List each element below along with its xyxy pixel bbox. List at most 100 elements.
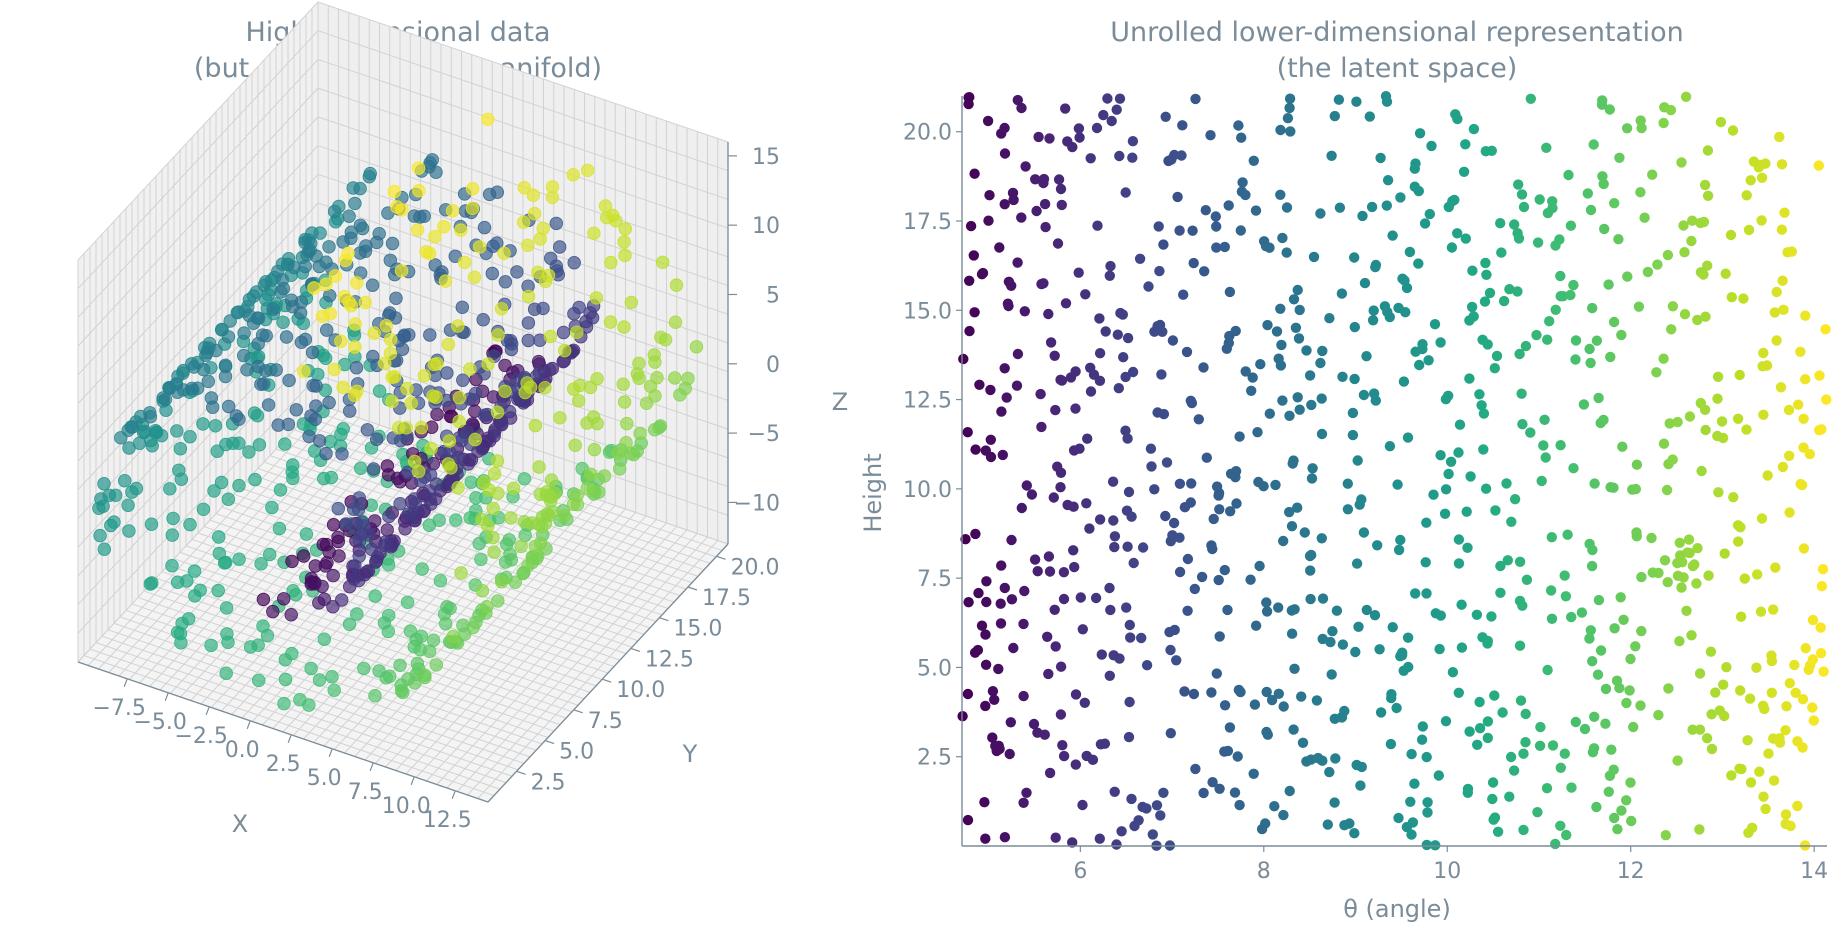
latent-point	[1120, 371, 1131, 383]
manifold-point	[352, 491, 366, 505]
manifold-point	[618, 248, 632, 263]
manifold-point	[260, 628, 275, 643]
manifold-point	[477, 220, 492, 235]
manifold-point	[122, 524, 136, 538]
latent-point	[999, 148, 1011, 159]
latent-point	[1426, 140, 1437, 152]
latent-point	[1270, 479, 1281, 491]
manifold-point	[266, 302, 280, 316]
latent-point	[1134, 253, 1146, 264]
latent-point	[1350, 646, 1361, 658]
latent-point	[1807, 614, 1819, 626]
latent-point	[1514, 595, 1526, 607]
latent-point	[1443, 468, 1454, 480]
x-tick-label: −7.5	[92, 696, 145, 721]
latent-point	[1282, 113, 1294, 124]
manifold-point	[347, 502, 361, 516]
latent-point	[1555, 820, 1566, 831]
latent-point	[1232, 751, 1243, 762]
latent-point	[1762, 470, 1773, 481]
latent-point	[1807, 702, 1818, 713]
manifold-point	[517, 472, 532, 486]
manifold-point	[221, 492, 236, 506]
latent-point	[1559, 748, 1571, 759]
latent-point	[1246, 385, 1257, 396]
latent-point	[1504, 791, 1515, 802]
latent-point	[1288, 294, 1300, 305]
y-tick-label: 17.5	[903, 210, 952, 235]
manifold-point	[689, 340, 704, 354]
latent-point	[1174, 566, 1186, 578]
manifold-point	[279, 330, 294, 344]
latent-point	[1031, 205, 1042, 217]
manifold-point	[256, 592, 271, 607]
latent-point	[1095, 739, 1107, 750]
latent-point	[1663, 683, 1674, 694]
latent-point	[1743, 827, 1754, 838]
manifold-point	[242, 292, 257, 307]
manifold-point	[533, 232, 548, 246]
latent-point	[1608, 316, 1620, 328]
manifold-point	[427, 357, 442, 372]
latent-point	[1584, 538, 1595, 550]
latent-point	[1416, 734, 1428, 745]
latent-point	[1315, 208, 1326, 219]
latent-point	[1001, 392, 1012, 403]
latent-point	[1198, 787, 1209, 799]
latent-point	[1735, 685, 1746, 696]
latent-point	[1088, 369, 1100, 380]
latent-point	[1160, 510, 1171, 522]
latent-point	[1686, 235, 1697, 247]
latent-point	[1398, 376, 1410, 387]
manifold-point	[361, 564, 376, 578]
latent-point	[1233, 684, 1245, 696]
latent-point	[1222, 604, 1233, 616]
latent-point	[1179, 686, 1190, 697]
manifold-point	[437, 219, 451, 234]
latent-point	[1358, 389, 1370, 401]
latent-point	[1333, 94, 1345, 105]
manifold-point	[250, 409, 265, 423]
manifold-point	[354, 461, 368, 476]
manifold-point	[482, 483, 496, 497]
manifold-point	[430, 407, 444, 422]
grid-line	[77, 173, 319, 433]
grid-line	[317, 1, 729, 143]
z-tick-label: −10	[734, 491, 780, 516]
latent-point	[980, 659, 992, 670]
x-tick-mark	[123, 678, 128, 688]
latent-point	[1585, 204, 1597, 216]
latent-point	[1676, 157, 1687, 168]
latent-point	[970, 444, 981, 455]
manifold-point	[383, 669, 397, 683]
latent-point	[1094, 313, 1105, 324]
manifold-point	[556, 325, 571, 340]
latent-point	[1603, 786, 1615, 797]
latent-point	[1182, 553, 1194, 565]
latent-point	[999, 582, 1010, 594]
latent-point	[1349, 373, 1360, 385]
latent-point	[1189, 583, 1201, 595]
latent-point	[1541, 783, 1553, 794]
latent-point	[1284, 506, 1295, 518]
latent-point	[999, 122, 1010, 134]
manifold-point	[205, 400, 220, 414]
latent-point	[1541, 142, 1552, 153]
latent-point	[1386, 692, 1397, 704]
latent-point	[970, 528, 981, 540]
latent-point	[1256, 823, 1268, 835]
latent-point	[1004, 748, 1015, 760]
latent-point	[1433, 770, 1445, 781]
manifold-point	[412, 183, 426, 198]
manifold-point	[350, 276, 364, 290]
latent-point	[1495, 218, 1506, 229]
latent-point	[994, 242, 1005, 253]
latent-point	[1070, 366, 1081, 377]
latent-point	[1520, 340, 1532, 352]
right-points	[957, 91, 1832, 851]
latent-point	[969, 168, 980, 179]
manifold-point	[630, 367, 645, 381]
latent-point	[1385, 738, 1397, 750]
latent-point	[1798, 543, 1810, 554]
latent-point	[1642, 266, 1654, 278]
